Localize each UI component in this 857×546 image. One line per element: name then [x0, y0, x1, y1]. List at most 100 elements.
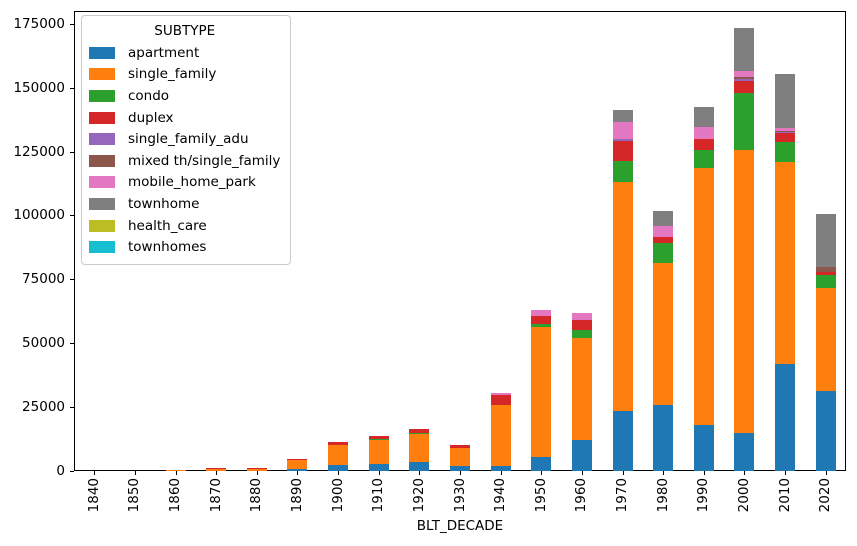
bar-segment-condo [612, 160, 633, 183]
legend-item-single-family-adu: single_family_adu [89, 128, 280, 150]
x-tick-mark [216, 471, 218, 475]
y-tick-label: 150000 [13, 79, 65, 96]
bar-segment-mobile-home-park [734, 71, 755, 77]
bar-2010 [775, 11, 796, 471]
bar-segment-mobile-home-park [693, 127, 714, 139]
bar-1860 [165, 11, 186, 471]
bar-segment-single-family [450, 448, 470, 467]
legend-swatch-icon [89, 176, 115, 189]
x-tick-label: 1870 [207, 478, 224, 513]
x-tick-mark [825, 471, 827, 475]
legend-swatch-icon [89, 46, 115, 59]
bar-segment-single-family [612, 182, 633, 411]
bar-1870 [206, 11, 227, 471]
bar-segment-duplex [206, 468, 227, 470]
x-tick-mark [703, 471, 705, 475]
bar-segment-single-family [165, 470, 186, 471]
x-tick-mark [541, 471, 543, 475]
bar-segment-apartment [612, 410, 633, 471]
bar-segment-townhome [775, 74, 796, 129]
bar-1950 [531, 11, 552, 471]
bar-segment-single-family [246, 468, 267, 471]
bar-segment-condo [368, 439, 389, 441]
legend-label: single_family_adu [128, 131, 249, 148]
bar-segment-apartment [328, 464, 349, 471]
bar-segment-apartment [531, 456, 552, 471]
bar-segment-duplex [368, 435, 389, 440]
bar-segment-mixed-th-single-family [734, 76, 755, 79]
y-tick-mark [70, 151, 74, 153]
x-tick-mark [500, 471, 502, 475]
x-tick-label: 1990 [695, 478, 712, 513]
bar-segment-townhome [693, 107, 714, 128]
x-tick-label: 2000 [735, 478, 752, 513]
x-tick-label: 2010 [776, 478, 793, 513]
legend-item-condo: condo [89, 85, 280, 107]
bar-segment-duplex [328, 442, 349, 446]
bar-segment-townhome [734, 28, 755, 72]
x-tick-label: 1950 [532, 478, 549, 513]
bar-segment-duplex [653, 236, 674, 244]
bar-segment-single-family-adu [612, 138, 633, 142]
bar-1910 [368, 11, 389, 471]
bar-segment-duplex [612, 141, 633, 161]
bar-segment-condo [775, 141, 796, 162]
legend-swatch-icon [89, 241, 115, 254]
x-tick-label: 2020 [817, 478, 834, 513]
bar-1900 [328, 11, 349, 471]
bar-segment-single-family [734, 150, 755, 434]
legend-swatch-icon [89, 111, 115, 124]
x-tick-mark [94, 471, 96, 475]
x-tick-mark [622, 471, 624, 475]
legend-items: apartment single_family condo duplex single_… [89, 42, 280, 258]
x-tick-mark [297, 471, 299, 475]
legend-item-duplex: duplex [89, 107, 280, 129]
legend-title: SUBTYPE [154, 23, 216, 39]
bar-segment-single-family [775, 161, 796, 364]
y-tick-label: 0 [56, 463, 65, 479]
bar-2020 [815, 11, 836, 471]
x-tick-label: 1960 [573, 478, 590, 513]
y-tick-mark [70, 215, 74, 217]
x-tick-label: 1910 [370, 478, 387, 513]
bar-segment-single-family-adu [775, 131, 796, 133]
x-tick-label: 1900 [329, 478, 346, 513]
legend-item-single-family: single_family [89, 64, 280, 86]
bar-segment-condo [531, 324, 552, 327]
bar-segment-mobile-home-park [531, 309, 552, 317]
x-tick-mark [338, 471, 340, 475]
y-tick-label: 175000 [13, 15, 65, 32]
x-tick-mark [419, 471, 421, 475]
bar-segment-single-family [693, 168, 714, 425]
legend-item-health-care: health_care [89, 215, 280, 237]
y-tick-label: 75000 [22, 271, 65, 288]
legend-label: duplex [128, 109, 174, 126]
x-tick-label: 1980 [654, 478, 671, 513]
x-tick-label: 1840 [85, 478, 102, 513]
bar-1890 [287, 11, 308, 471]
legend-label: condo [128, 87, 170, 104]
legend-swatch-icon [89, 219, 115, 232]
y-tick-mark [70, 407, 74, 409]
bar-1930 [450, 11, 470, 471]
bar-1970 [612, 11, 633, 471]
legend-label: health_care [128, 217, 207, 234]
bar-segment-condo [409, 432, 430, 435]
bar-segment-duplex [409, 428, 430, 433]
x-tick-label: 1880 [248, 478, 265, 513]
x-axis-title: BLT_DECADE [416, 518, 504, 534]
bar-segment-mobile-home-park [653, 226, 674, 237]
y-tick-mark [70, 343, 74, 345]
y-tick-label: 25000 [22, 399, 65, 416]
legend-label: single_family [128, 66, 217, 83]
x-tick-label: 1890 [288, 478, 305, 513]
bar-1920 [409, 11, 430, 471]
bar-segment-apartment [571, 440, 592, 471]
y-tick-label: 50000 [22, 335, 65, 352]
bar-1940 [490, 11, 511, 471]
y-tick-label: 125000 [13, 143, 65, 160]
bar-segment-single-family [328, 445, 349, 465]
bar-segment-single-family [531, 326, 552, 457]
x-tick-mark [175, 471, 177, 475]
x-tick-label: 1940 [492, 478, 509, 513]
